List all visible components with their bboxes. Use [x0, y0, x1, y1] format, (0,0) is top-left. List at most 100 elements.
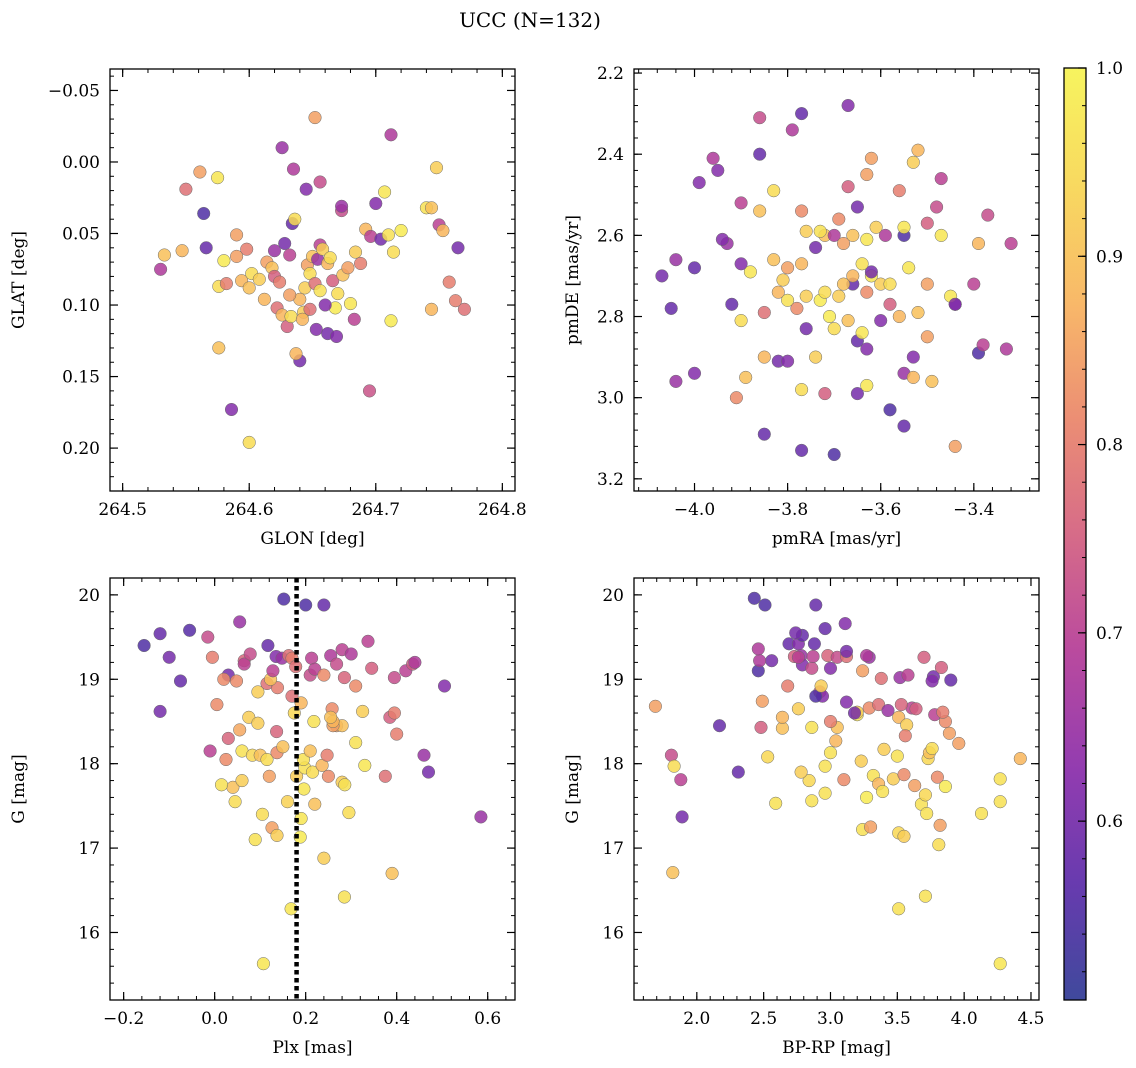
colorbar: 0.6 0.7 0.8 0.9 1.0: [1063, 59, 1123, 1001]
y-tick-label: 20: [602, 586, 624, 606]
x-tick-label: 0.2: [292, 1009, 319, 1029]
data-point: [715, 232, 729, 246]
data-point: [442, 275, 456, 289]
data-point: [920, 216, 934, 230]
data-point: [276, 740, 290, 754]
data-point: [229, 674, 244, 688]
data-point: [356, 704, 370, 718]
data-point: [669, 374, 683, 388]
data-point: [734, 196, 748, 210]
data-point: [342, 806, 356, 820]
panel-3: −0.2 0.0 0.2 0.4 0.6 16 17 18 19 20 Plx [mas] G [ma…: [9, 577, 516, 1058]
plot-frame: [633, 68, 1040, 492]
data-point: [318, 298, 332, 312]
y-tick-label: 18: [78, 755, 100, 775]
x-tick-label: −3.4: [953, 500, 994, 520]
data-point: [769, 796, 783, 810]
data-point: [771, 285, 785, 299]
data-point: [976, 338, 990, 352]
data-point: [387, 671, 401, 685]
data-point: [860, 790, 874, 804]
data-point: [827, 228, 841, 242]
data-point: [266, 664, 280, 678]
data-point: [841, 98, 855, 113]
data-point: [818, 387, 832, 401]
x-tick-label: 2.0: [683, 1009, 710, 1029]
data-point: [952, 736, 966, 750]
figure-title: UCC (N=132): [459, 8, 601, 32]
data-point: [864, 820, 878, 834]
x-axis-label: BP-RP [mag]: [782, 1038, 891, 1058]
data-point: [818, 786, 832, 800]
data-point: [758, 598, 772, 612]
data-point: [349, 679, 363, 693]
points-group: [154, 111, 471, 449]
data-point: [675, 810, 689, 824]
points-group: [655, 98, 1018, 462]
data-point: [892, 902, 906, 916]
x-tick-label: 0.6: [474, 1009, 501, 1029]
y-tick-label: 20: [78, 586, 100, 606]
data-point: [925, 741, 939, 756]
data-point: [934, 228, 948, 242]
data-point: [761, 750, 775, 764]
x-axis-label: GLON [deg]: [260, 529, 364, 549]
data-point: [795, 257, 809, 271]
data-point: [326, 274, 340, 288]
y-axis-label: GLAT [deg]: [9, 231, 29, 329]
data-point: [789, 626, 803, 640]
data-point: [936, 705, 950, 719]
data-point: [897, 419, 911, 433]
data-point: [337, 890, 351, 904]
data-point: [898, 729, 912, 743]
data-point: [417, 748, 431, 762]
data-point: [757, 305, 771, 320]
data-point: [230, 249, 244, 263]
panel-1: 264.5 264.6 264.7 264.8 −0.05 0.00 0.05 0.10 0.1…: [9, 68, 527, 549]
data-point: [855, 257, 869, 271]
colorbar-tick-label: 0.7: [1096, 624, 1123, 644]
y-tick-label: 16: [78, 923, 100, 943]
data-point: [242, 281, 256, 295]
colorbar-gradient: [1064, 68, 1086, 1000]
data-point: [999, 342, 1013, 356]
data-point: [317, 668, 331, 682]
x-tick-label: −3.8: [767, 500, 808, 520]
data-point: [365, 661, 379, 675]
data-point: [347, 312, 361, 326]
data-point: [378, 769, 392, 783]
data-point: [925, 674, 939, 688]
data-point: [337, 671, 351, 685]
data-point: [219, 752, 233, 767]
data-point: [781, 293, 795, 307]
data-point: [457, 302, 471, 316]
data-point: [860, 649, 874, 663]
data-point: [394, 224, 408, 238]
data-point: [137, 638, 151, 653]
colorbar-tick-label: 0.9: [1096, 247, 1123, 267]
data-point: [809, 350, 823, 364]
data-point: [901, 668, 915, 682]
data-point: [897, 768, 911, 782]
data-point: [210, 698, 224, 712]
data-point: [734, 314, 748, 328]
data-point: [818, 285, 832, 299]
x-tick-label: 2.5: [750, 1009, 777, 1029]
data-point: [948, 297, 962, 311]
data-point: [344, 647, 358, 661]
data-point: [739, 370, 753, 384]
data-point: [799, 289, 813, 303]
data-point: [911, 143, 925, 157]
data-point: [655, 269, 669, 283]
data-point: [818, 759, 832, 773]
data-point: [838, 617, 852, 631]
data-point: [877, 742, 891, 756]
x-tick-label: 3.0: [817, 1009, 844, 1029]
panel-4: 2.0 2.5 3.0 3.5 4.0 4.5 16 17 18 19 20 BP-RP [mag] G…: [563, 577, 1045, 1058]
data-point: [343, 297, 358, 311]
data-point: [369, 196, 383, 211]
data-point: [242, 435, 256, 449]
data-point: [906, 155, 920, 169]
data-point: [971, 236, 986, 251]
data-point: [424, 201, 439, 215]
